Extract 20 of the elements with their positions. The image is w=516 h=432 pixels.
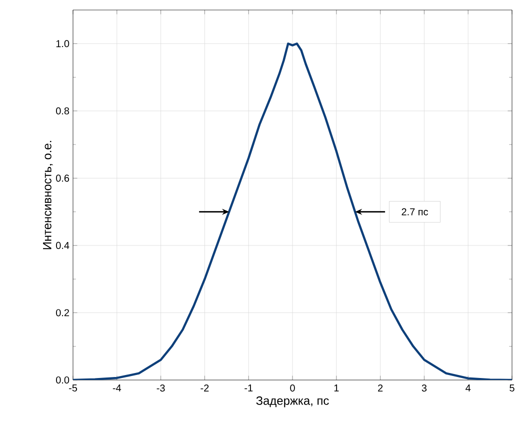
x-tick-label: 0 xyxy=(290,384,295,392)
y-tick-label: 1.0 xyxy=(56,40,70,48)
x-tick-label: -5 xyxy=(69,384,78,392)
x-tick-label: 5 xyxy=(510,384,514,392)
x-tick-label: -4 xyxy=(112,384,122,392)
x-tick-label: -2 xyxy=(200,384,209,392)
annotation: 2.7 пс xyxy=(402,208,428,216)
x-tick-label: -1 xyxy=(244,384,253,392)
y-tick-label: 0.0 xyxy=(56,376,70,384)
y-tick-label: 0.8 xyxy=(56,107,70,114)
x-tick-label: 2 xyxy=(378,384,383,392)
x-tick-label: 1 xyxy=(334,384,339,392)
y-tick-label: 0.4 xyxy=(56,242,70,249)
x-tick-label: 4 xyxy=(466,384,471,392)
x-axis-title: Задержка, пс xyxy=(256,396,329,408)
x-tick-label: 3 xyxy=(422,384,427,392)
y-tick-label: 0.6 xyxy=(56,174,70,182)
y-tick-label: 0.2 xyxy=(56,309,69,316)
y-axis-title: Интенсивность, о.е. xyxy=(43,140,53,250)
x-tick-label: -3 xyxy=(156,384,165,392)
